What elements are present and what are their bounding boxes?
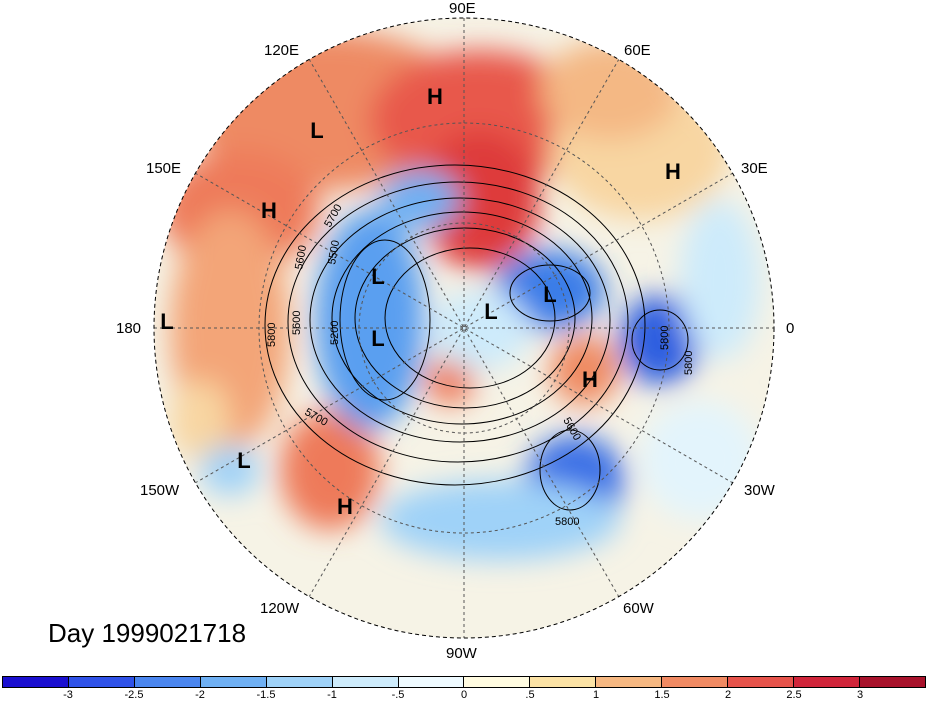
colorbar-tick-label: 2 (724, 689, 732, 701)
colorbar-segment (3, 677, 69, 687)
colorbar-tick-label: 1 (592, 689, 600, 701)
pressure-center-low: L (543, 282, 557, 307)
colorbar-segment (859, 677, 925, 687)
pressure-center-low: L (371, 264, 385, 289)
colorbar-tick-label: -1 (327, 689, 337, 701)
colorbar-segment (266, 677, 333, 687)
colorbar-tick-label: -.5 (391, 689, 405, 701)
colorbar-segment (134, 677, 201, 687)
colorbar-segment (530, 677, 597, 687)
lon-label-150e: 150E (146, 160, 182, 177)
lon-label-60e: 60E (624, 42, 651, 59)
pressure-center-high: H (582, 367, 598, 392)
pressure-center-low: L (160, 309, 174, 334)
colorbar-tick-label: 2.5 (786, 689, 802, 701)
lon-label-120w: 120W (260, 600, 300, 617)
colorbar-segment (662, 677, 729, 687)
lon-label-150w: 150W (140, 482, 180, 499)
lon-label-90e: 90E (449, 0, 476, 17)
contour-label: 5600 (293, 244, 309, 270)
colorbar-tick-label: -3 (63, 689, 73, 701)
pressure-center-high: H (665, 159, 681, 184)
colorbar-tick-label: 0 (460, 689, 468, 701)
colorbar-tick-label: -1.5 (256, 689, 276, 701)
colorbar-tick-label: .5 (525, 689, 535, 701)
contour-label: 5800 (683, 351, 695, 375)
contour-label: 5500 (326, 239, 342, 265)
pressure-center-low: L (237, 448, 251, 473)
pressure-center-high: H (337, 494, 353, 519)
contour-label: 5800 (266, 323, 278, 347)
colorbar-segment (464, 677, 531, 687)
pressure-center-low: L (310, 118, 324, 143)
lon-label-90w: 90W (446, 645, 477, 662)
lon-label-0: 0 (786, 320, 795, 337)
map-title: Day 1999021718 (48, 618, 247, 648)
graticule (154, 18, 774, 638)
contour-label: 5600 (291, 311, 303, 335)
colorbar-tick-label: 3 (856, 689, 864, 701)
colorbar-segment (332, 677, 399, 687)
colorbar-tick-label: -2 (195, 689, 205, 701)
colorbar-tick-label: -2.5 (124, 689, 144, 701)
lon-label-30w: 30W (744, 482, 775, 499)
pressure-center-high: H (427, 84, 443, 109)
height-contours (264, 164, 689, 511)
lon-label-180: 180 (116, 320, 142, 337)
contour-label: 5800 (659, 326, 671, 350)
anomaly-field (154, 18, 774, 638)
colorbar-segment (398, 677, 465, 687)
lon-label-120e: 120E (264, 42, 300, 59)
colorbar-tick-label: 1.5 (654, 689, 670, 701)
colorbar-segment (794, 677, 860, 687)
contour-label: 5800 (555, 516, 579, 528)
pressure-center-low: L (371, 326, 385, 351)
pressure-center-high: H (261, 198, 277, 223)
pressure-center-low: L (484, 299, 498, 324)
contour-label: 5200 (329, 321, 341, 345)
colorbar-segment (728, 677, 795, 687)
lon-label-60w: 60W (623, 600, 654, 617)
colorbar (2, 676, 926, 688)
colorbar-segment (68, 677, 135, 687)
lon-label-30e: 30E (741, 160, 768, 177)
colorbar-segment (596, 677, 663, 687)
colorbar-segment (200, 677, 267, 687)
